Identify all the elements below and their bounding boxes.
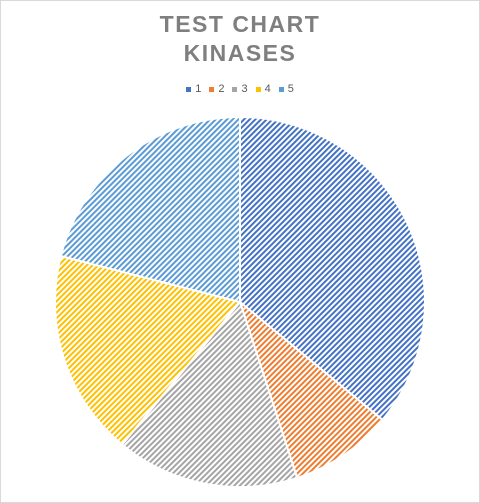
pie-chart xyxy=(0,0,480,503)
